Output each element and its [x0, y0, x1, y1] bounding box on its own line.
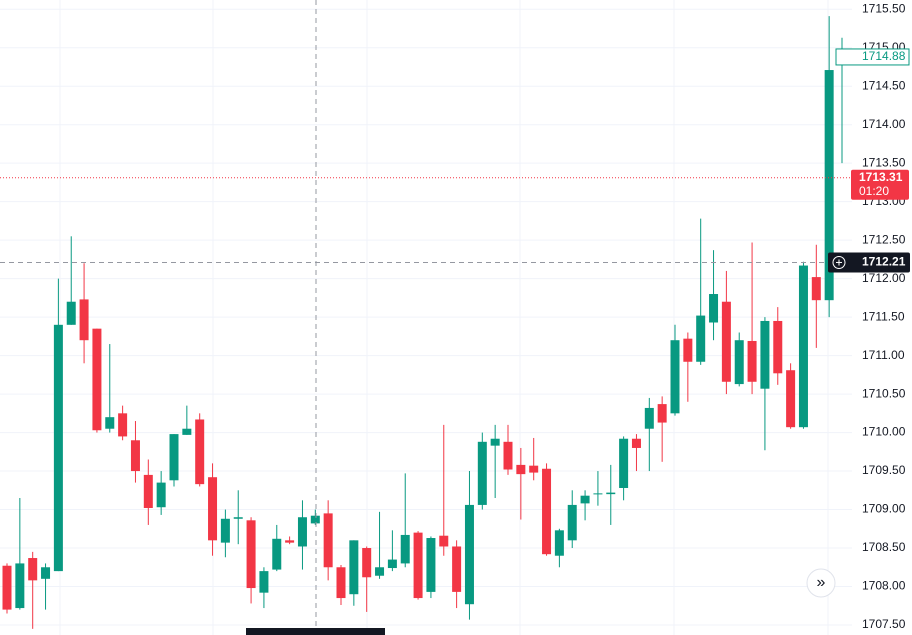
scroll-button-bg[interactable]	[806, 568, 836, 598]
y-tick-label: 1712.00	[862, 271, 906, 285]
crosshair-price-box	[828, 252, 910, 273]
candle-body	[105, 417, 115, 429]
y-tick-label: 1715.50	[862, 1, 906, 15]
candle-body	[233, 517, 243, 519]
candle-body	[28, 558, 38, 581]
candle-body	[798, 265, 808, 428]
candle-body	[619, 438, 629, 488]
candle-body	[130, 440, 140, 472]
y-tick-label: 1711.50	[862, 309, 905, 323]
candle-body	[156, 482, 166, 508]
crosshair-price-label: 1712.21	[862, 255, 906, 269]
scroll-icon[interactable]: »	[817, 574, 826, 591]
y-tick-label: 1707.50	[862, 617, 906, 631]
candle-body	[400, 534, 410, 564]
axis-bg	[852, 0, 912, 635]
candle-body	[297, 517, 307, 547]
candle-body	[760, 320, 770, 389]
y-tick-label: 1709.50	[862, 463, 906, 477]
candle-body	[644, 407, 654, 429]
candle-body	[529, 465, 539, 473]
candle-body	[516, 464, 526, 475]
candle-body	[567, 504, 577, 541]
candle-body	[310, 515, 320, 524]
candle-body	[477, 441, 487, 505]
candle-body	[593, 493, 603, 495]
time-label	[246, 628, 385, 635]
candle-body	[606, 492, 616, 495]
candle-body	[259, 571, 269, 593]
candle-body	[79, 299, 89, 341]
candle-body	[220, 518, 230, 543]
candle-body	[375, 567, 385, 576]
y-tick-label: 1712.50	[862, 232, 906, 246]
y-tick-label: 1714.00	[862, 117, 906, 131]
y-tick-label: 1708.00	[862, 579, 906, 593]
candle-body	[336, 567, 346, 599]
candle-body	[15, 563, 25, 609]
candle-body	[439, 535, 449, 547]
candle-body	[452, 546, 462, 592]
candle-body	[387, 559, 397, 569]
candle-body	[118, 413, 128, 437]
candle-body	[285, 540, 295, 543]
candle-body	[169, 434, 179, 481]
candle-body	[53, 324, 63, 572]
candle-body	[683, 338, 693, 362]
live-price-box	[851, 169, 909, 200]
candle-body	[786, 370, 796, 428]
candle-body	[208, 477, 218, 541]
crosshair-plus	[832, 255, 846, 269]
last-price-label: 1714.88	[862, 49, 906, 63]
y-tick-label: 1710.50	[862, 386, 906, 400]
candle-body	[92, 328, 102, 431]
candle-body	[657, 404, 667, 423]
y-tick-label: 1711.00	[862, 348, 905, 362]
candle-body	[747, 340, 757, 382]
y-tick-label: 1709.00	[862, 502, 906, 516]
live-price-label: 1713.31	[859, 170, 903, 184]
y-tick-label: 1710.00	[862, 425, 906, 439]
candle-body	[721, 301, 731, 382]
y-tick-label: 1714.50	[862, 78, 906, 92]
candle-body	[323, 513, 333, 568]
candle-body	[246, 520, 256, 589]
candle-body	[349, 540, 359, 595]
plot	[0, 16, 852, 629]
candle-body	[580, 495, 590, 504]
candle-body	[272, 538, 282, 570]
candle-body	[2, 565, 12, 610]
y-tick-label: 1708.50	[862, 540, 906, 554]
last-price-box	[835, 48, 910, 66]
candle-body	[413, 532, 423, 599]
scroll-button[interactable]: »	[806, 568, 836, 598]
candle-body	[503, 441, 513, 470]
candle-body	[66, 301, 76, 325]
candle-body	[41, 567, 51, 579]
candle-body	[709, 294, 719, 323]
candle-body	[464, 504, 474, 605]
candle-body	[490, 438, 500, 446]
candle-body	[195, 419, 205, 485]
candle-body	[426, 538, 436, 592]
candle-body	[182, 428, 192, 435]
candle-body	[696, 315, 706, 362]
y-tick-label: 1713.50	[862, 155, 906, 169]
grid	[0, 0, 852, 635]
candle-body	[773, 320, 783, 374]
candle-body	[542, 468, 552, 555]
candle-body	[670, 340, 680, 414]
candle-body	[631, 438, 641, 448]
candle-body	[554, 530, 564, 556]
candle-body	[824, 70, 834, 301]
candle-body	[734, 340, 744, 385]
price-axis: 1707.50 1708.00 1708.50 1709.00 1709.50 1710.…	[828, 0, 912, 635]
candle-body	[811, 277, 821, 301]
candle-body	[362, 548, 372, 578]
candle-body	[143, 474, 153, 508]
countdown-label: 01:20	[859, 184, 889, 198]
